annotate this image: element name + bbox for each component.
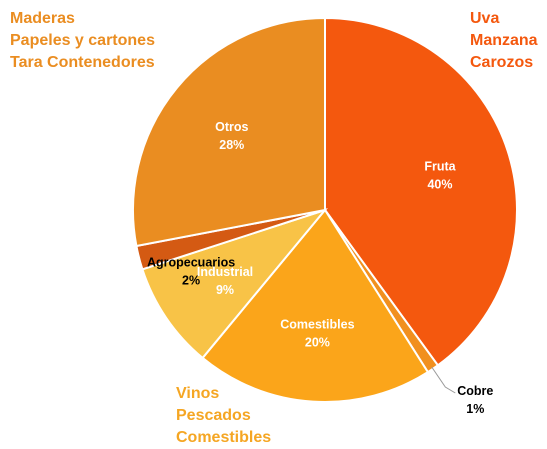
slice-label-fruta: Fruta 40% [424, 160, 456, 192]
pie-slice-otros [132, 16, 326, 248]
leader-line-cobre [431, 366, 456, 394]
annotation-top-left-line-1: Maderas [10, 10, 75, 27]
slice-label-otros: Otros 28% [215, 120, 248, 152]
slice-percent-agropecuarios: 2% [182, 273, 200, 287]
slice-label-comestibles: Comestibles 20% [280, 318, 354, 350]
slice-percent-comestibles: 20% [305, 336, 330, 350]
slice-percent-cobre: 1% [466, 402, 484, 416]
slice-label-industrial: Industrial 9% [197, 265, 253, 297]
annotation-top-right-line-3: Carozos [470, 54, 534, 71]
annotation-bottom-left: Vinos Pescados Comestibles [176, 383, 271, 449]
slice-percent-otros: 28% [219, 138, 244, 152]
pie-slice-comestibles [201, 208, 430, 403]
annotation-top-left: Maderas Papeles y cartones Tara Contened… [10, 8, 155, 74]
slice-name-agropecuarios: Agropecuarios [147, 255, 235, 269]
slice-percent-fruta: 40% [427, 178, 452, 192]
annotation-top-right-line-2: Manzana [470, 32, 538, 49]
annotation-bottom-left-line-1: Vinos [176, 385, 220, 402]
pie-slice-industrial [141, 207, 328, 360]
annotation-top-right: Uva Manzana Carozos [470, 8, 538, 74]
annotation-bottom-left-line-3: Comestibles [176, 429, 272, 446]
slice-label-agropecuarios: Agropecuarios 2% [147, 255, 235, 287]
annotation-bottom-left-line-2: Pescados [176, 407, 251, 424]
slice-name-industrial: Industrial [197, 265, 253, 279]
slice-name-otros: Otros [215, 120, 248, 134]
slice-name-fruta: Fruta [424, 160, 456, 174]
annotation-top-left-line-3: Tara Contenedores [10, 54, 155, 71]
pie-slice-fruta [324, 16, 518, 367]
annotation-top-left-line-2: Papeles y cartones [10, 32, 155, 49]
annotation-top-right-line-1: Uva [470, 10, 500, 27]
slice-label-cobre: Cobre 1% [457, 384, 493, 416]
slice-percent-industrial: 9% [216, 283, 234, 297]
slice-name-cobre: Cobre [457, 384, 493, 398]
slice-name-comestibles: Comestibles [280, 318, 354, 332]
